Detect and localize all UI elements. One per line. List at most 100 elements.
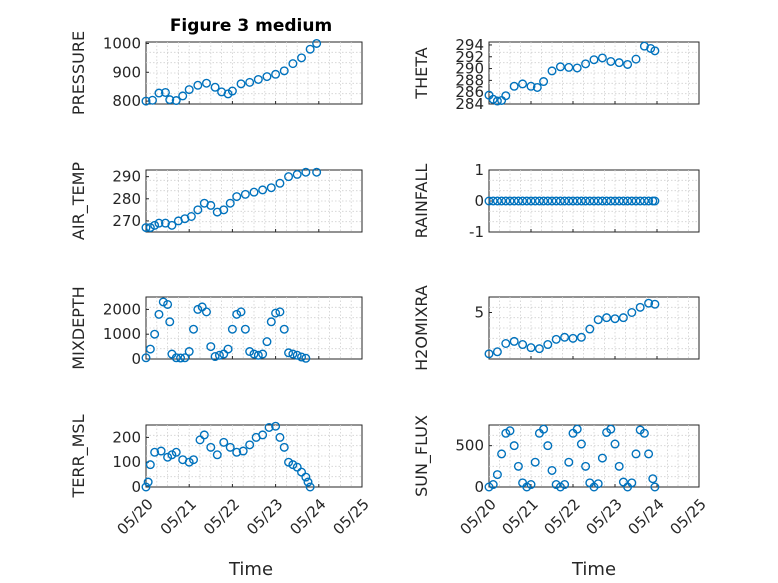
data-point [631,54,641,64]
data-point [497,196,507,206]
data-point [225,198,235,208]
data-point [301,353,311,363]
data-point [488,94,498,104]
data-point [484,196,494,206]
y-axis-label: H2OMIXRA [412,285,431,371]
data-point [240,324,250,334]
data-point [232,309,242,319]
data-point [488,196,498,206]
data-point [610,314,620,324]
data-point [167,450,177,460]
data-point [593,479,603,489]
data-point [505,426,515,436]
data-point [593,315,603,325]
y-axis-label: MIXDEPTH [69,286,88,369]
data-point [288,349,298,359]
data-point [597,53,607,63]
data-point [258,430,268,440]
y-tick-label: 290 [455,60,484,78]
data-point [606,196,616,206]
subplot-air_temp: 270 280 290 AIR_TEMP [69,162,363,240]
data-point [279,324,289,334]
data-point [240,189,250,199]
data-series [484,424,660,492]
data-point [189,324,199,334]
data-point [206,342,216,352]
data-point [564,457,574,467]
data-point [165,317,175,327]
data-point [589,55,599,65]
data-point [297,352,307,362]
x-tick-label: 05/24 [625,495,668,538]
data-point [539,424,549,434]
data-point [522,196,532,206]
data-point [505,196,515,206]
data-series [484,196,660,206]
data-point [623,59,633,69]
data-point [539,196,549,206]
data-point [492,96,502,106]
data-point [305,44,315,54]
data-series [484,298,660,359]
y-axis-label: SUN_FLUX [412,415,432,497]
data-point [223,344,233,354]
data-point [509,441,519,451]
data-point [206,442,216,452]
data-point [572,63,582,73]
data-point [266,317,276,327]
data-point [165,95,175,105]
x-tick-label: 05/23 [583,495,626,538]
data-point [227,324,237,334]
x-tick-label: 05/21 [499,495,542,538]
data-point [214,350,224,360]
data-point [526,480,536,490]
data-point [614,461,624,471]
data-point [547,465,557,475]
data-point [650,482,660,492]
data-point [145,223,155,233]
data-point [279,66,289,76]
data-point [312,167,322,177]
data-point [551,196,561,206]
data-point [509,336,519,346]
x-axis-label-left: Time [228,559,273,580]
data-point [212,450,222,460]
data-point [141,96,151,106]
data-point [150,329,160,339]
x-tick-label: 05/25 [330,495,373,538]
data-point [576,332,586,342]
data-point [292,169,302,179]
data-point [501,339,511,349]
data-point [610,439,620,449]
data-point [585,196,595,206]
y-tick-label: 1000 [103,34,141,52]
y-tick-label: 100 [112,453,141,471]
data-point [163,299,173,309]
data-point [497,449,507,459]
y-tick-label: 1000 [103,325,141,343]
data-point [606,56,616,66]
data-point [526,196,536,206]
data-point [631,449,641,459]
data-point [271,69,281,79]
data-point [184,85,194,95]
data-point [193,80,203,90]
data-point [258,185,268,195]
subplot-pressure: 800 900 1000 PRESSURE [69,31,363,115]
data-point [266,183,276,193]
y-axis-label: PRESSURE [69,31,88,115]
data-point [513,461,523,471]
data-point [167,220,177,230]
data-point [141,223,151,233]
data-point [564,62,574,72]
data-point [614,196,624,206]
y-tick-label: 0 [131,478,141,496]
data-point [639,428,649,438]
data-point [163,452,173,462]
data-point [572,424,582,434]
subplot-mixdepth: 0 1000 2000 MIXDEPTH [69,286,363,370]
data-point [644,298,654,308]
data-point [258,349,268,359]
